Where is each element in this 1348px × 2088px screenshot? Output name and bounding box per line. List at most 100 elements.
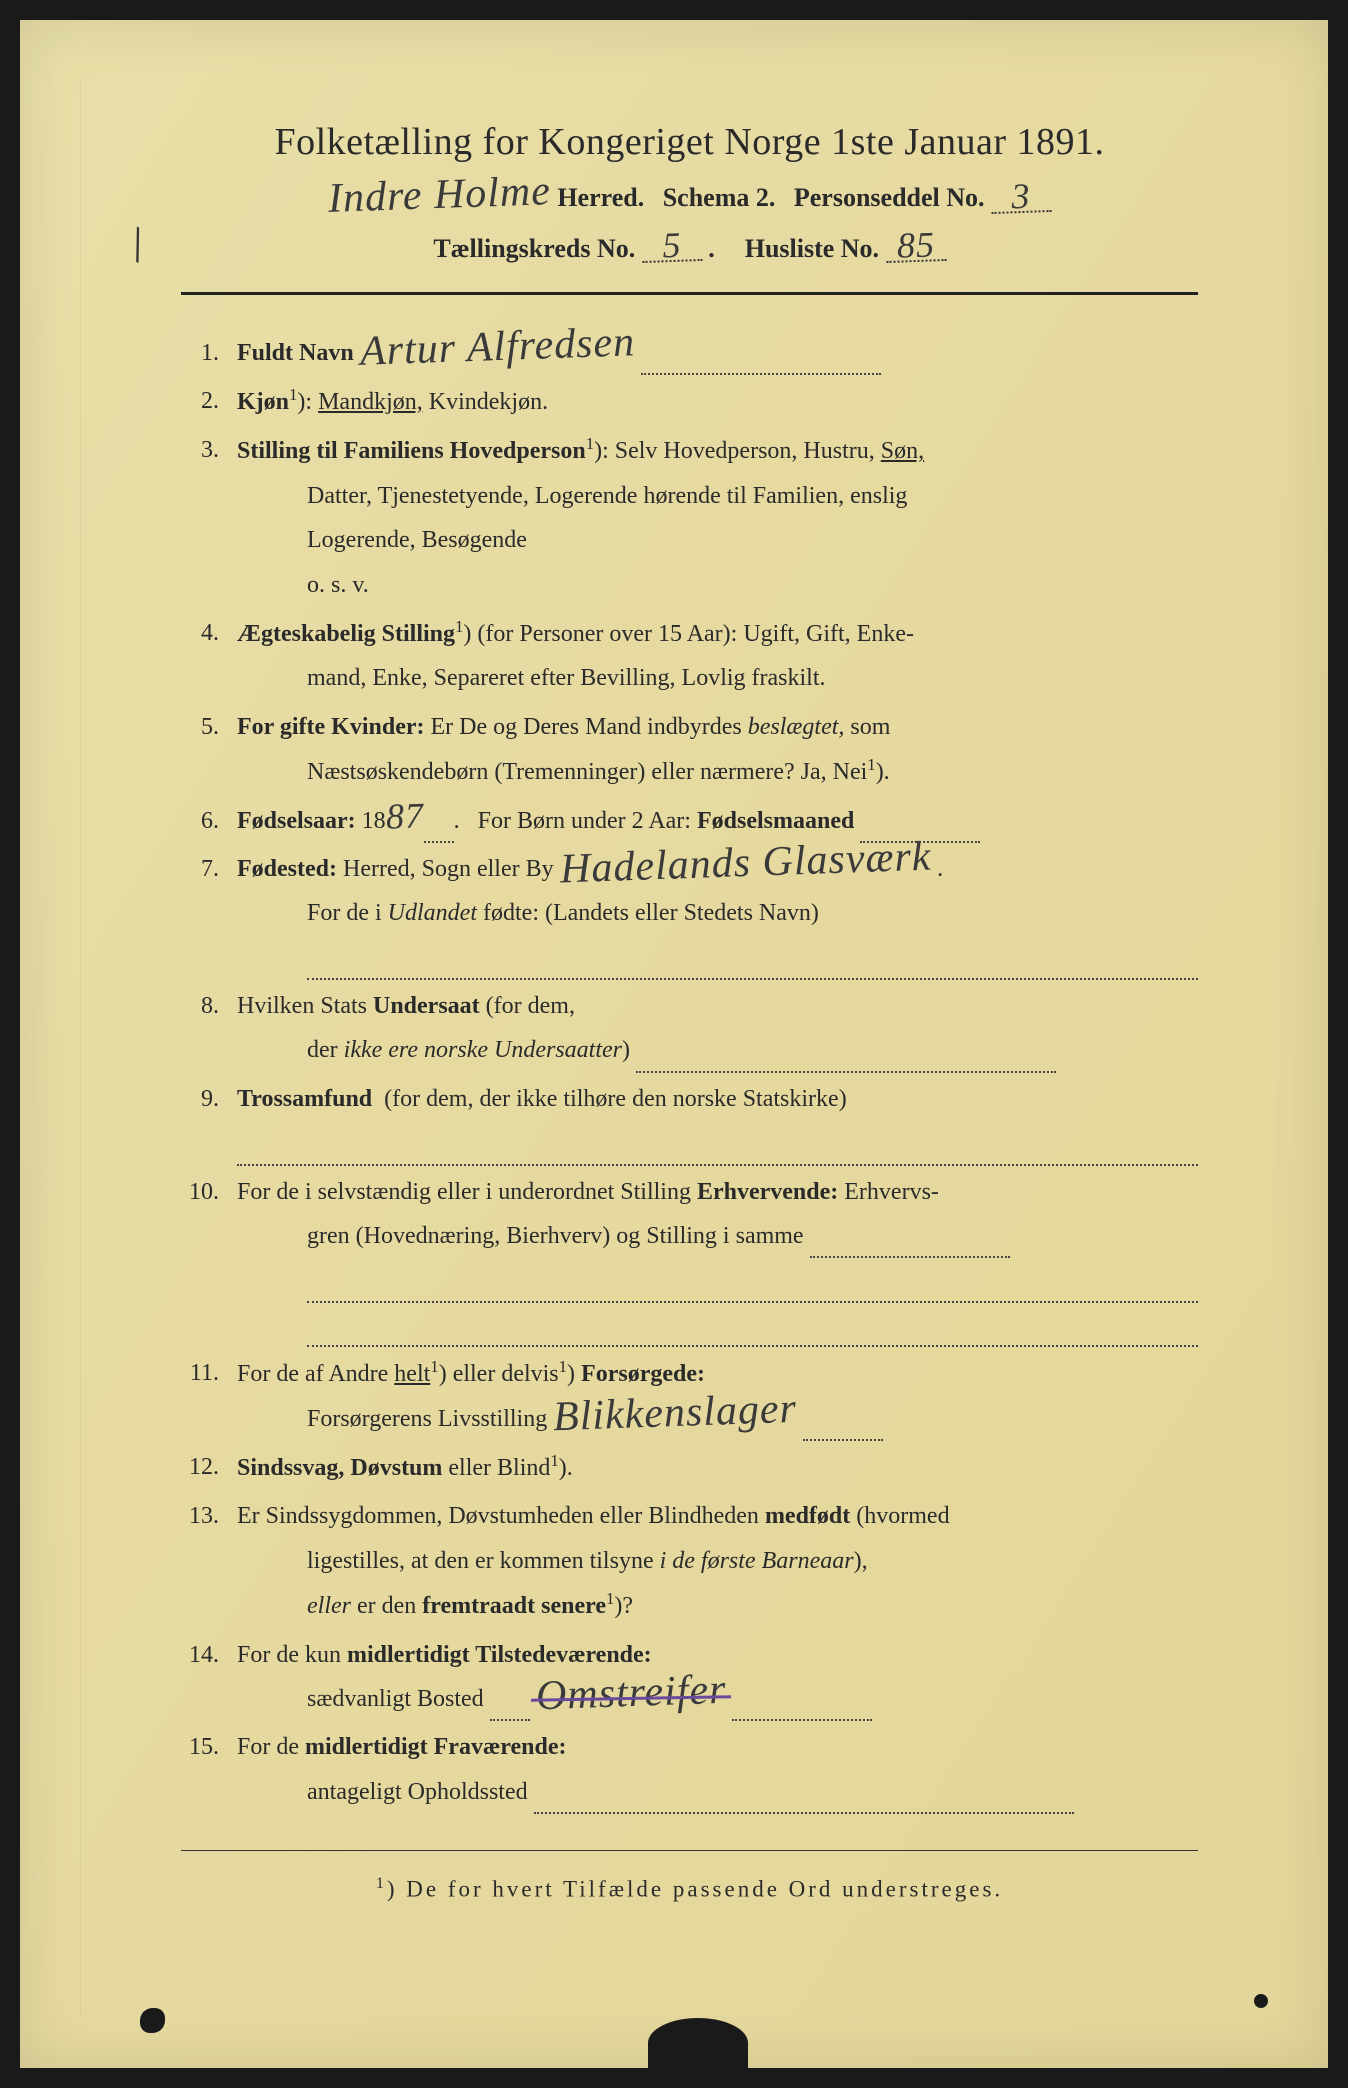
- year-hw: 87: [385, 801, 424, 831]
- item-2: 2. Kjøn1): Mandkjøn, Kvindekjøn.: [181, 379, 1198, 424]
- cont-13d: er den: [357, 1593, 416, 1619]
- label-tilstedevaerende: midlertidigt Tilstedeværende:: [347, 1642, 652, 1668]
- herred-label: Herred.: [557, 183, 644, 213]
- cont-13e: fremtraadt senere: [422, 1593, 606, 1619]
- text-7: Herred, Sogn eller By: [343, 856, 554, 882]
- dotted-fill: [803, 1439, 883, 1441]
- label-aegteskab: Ægteskabelig Stilling: [237, 621, 455, 647]
- ink-blot-left: [140, 2008, 165, 2033]
- dotted-fill: [641, 373, 881, 375]
- schema-label: Schema 2.: [663, 183, 776, 213]
- text-13a: Er Sindssygdommen, Døvstumheden eller Bl…: [237, 1503, 759, 1529]
- value-bosted: Omstreifer: [535, 1674, 726, 1714]
- opt-mandkjon: Mandkjøn,: [318, 389, 423, 415]
- cont-7c: fødte: (Landets eller Stedets Navn): [483, 900, 819, 926]
- cont-13a: ligestilles, at den er kommen tilsyne: [307, 1548, 654, 1574]
- label-medfodt: medfødt: [765, 1503, 850, 1529]
- label-fuldt-navn: Fuldt Navn: [237, 340, 354, 366]
- cont-7a: For de i: [307, 900, 382, 926]
- struck-value: Omstreifer: [536, 1677, 726, 1721]
- label-gifte: For gifte Kvinder:: [237, 714, 425, 740]
- dotted-fill: [307, 1345, 1198, 1347]
- num-10: 10.: [181, 1170, 237, 1348]
- cont-7b: Udlandet: [388, 900, 477, 926]
- num-8: 8.: [181, 984, 237, 1073]
- slash-mark: \: [122, 214, 155, 273]
- dotted-fill: [424, 841, 454, 843]
- label-kjon: Kjøn: [237, 389, 289, 415]
- num-7: 7.: [181, 847, 237, 980]
- cont-13c: eller: [307, 1593, 351, 1619]
- item-12: 12. Sindssvag, Døvstum eller Blind1).: [181, 1445, 1198, 1490]
- text-9: (for dem, der ikke tilhøre den norske St…: [384, 1086, 847, 1112]
- census-form-page: Folketælling for Kongeriget Norge 1ste J…: [20, 20, 1328, 2068]
- header-row-1: \ Indre Holme Herred. Schema 2. Personse…: [181, 179, 1198, 213]
- dotted-fill: [307, 978, 1198, 980]
- form-header: Folketælling for Kongeriget Norge 1ste J…: [181, 120, 1198, 264]
- cont-3a: Datter, Tjenestetyende, Logerende hørend…: [237, 474, 1198, 518]
- dotted-fill: [237, 1164, 1198, 1166]
- dotted-fill: [732, 1719, 872, 1721]
- dotted-fill: [534, 1812, 1074, 1814]
- cont-13b: i de første Barneaar: [660, 1548, 854, 1574]
- form-content: Folketælling for Kongeriget Norge 1ste J…: [80, 80, 1278, 2018]
- dotted-fill: [636, 1071, 1056, 1073]
- text-5b: beslægtet,: [748, 714, 845, 740]
- label-maaned: Fødselsmaaned: [697, 808, 854, 834]
- item-9: 9. Trossamfund (for dem, der ikke tilhør…: [181, 1077, 1198, 1166]
- header-row-2: Tællingskreds No. 5 . Husliste No. 85: [181, 231, 1198, 264]
- divider-bottom: [181, 1850, 1198, 1851]
- cont-3b: Logerende, Besøgende: [237, 518, 1198, 562]
- value-name: Artur Alfredsen: [359, 326, 635, 369]
- text-4: (for Personer over 15 Aar): Ugift, Gift,…: [477, 621, 914, 647]
- label-fodselsaar: Fødselsaar:: [237, 808, 356, 834]
- personseddel-no: 3: [990, 181, 1051, 214]
- text-5c: som: [850, 714, 890, 740]
- item-11: 11. For de af Andre helt1) eller delvis1…: [181, 1351, 1198, 1441]
- label-erhvervende: Erhvervende:: [697, 1179, 838, 1205]
- text-8a: Hvilken Stats: [237, 993, 367, 1019]
- item-14: 14. For de kun midlertidigt Tilstedevære…: [181, 1633, 1198, 1722]
- label-fravaerende: midlertidigt Fraværende:: [305, 1734, 567, 1760]
- text-5a: Er De og Deres Mand indbyrdes: [431, 714, 742, 740]
- personseddel-label: Personseddel No.: [794, 183, 985, 213]
- kreds-no: 5: [641, 230, 702, 263]
- text-14: For de kun: [237, 1642, 341, 1668]
- text-11a: For de af Andre: [237, 1361, 388, 1387]
- husliste-no: 85: [885, 230, 946, 263]
- dotted-fill: [490, 1719, 530, 1721]
- label-forsorgede: Forsørgede:: [581, 1361, 705, 1387]
- num-1: 1.: [181, 331, 237, 375]
- text-15: For de: [237, 1734, 299, 1760]
- item-8: 8. Hvilken Stats Undersaat (for dem, der…: [181, 984, 1198, 1073]
- num-9: 9.: [181, 1077, 237, 1166]
- cont-10: gren (Hovednæring, Bierhverv) og Stillin…: [307, 1223, 804, 1249]
- form-items: 1. Fuldt Navn Artur Alfredsen 2. Kjøn1):…: [181, 331, 1198, 1815]
- item-13: 13. Er Sindssygdommen, Døvstumheden elle…: [181, 1494, 1198, 1628]
- opt-son: Søn,: [881, 438, 924, 464]
- divider-top: [181, 292, 1198, 295]
- label-fodested: Fødested:: [237, 856, 337, 882]
- item-6: 6. Fødselsaar: 1887. For Børn under 2 Aa…: [181, 799, 1198, 843]
- text-12: eller Blind: [448, 1455, 550, 1481]
- num-5: 5.: [181, 705, 237, 795]
- footnote: 1) De for hvert Tilfælde passende Ord un…: [181, 1875, 1198, 1903]
- husliste-label: Husliste No.: [745, 234, 879, 263]
- value-fodested: Hadelands Glasværk: [559, 840, 931, 887]
- kreds-label: Tællingskreds No.: [433, 234, 635, 263]
- form-title: Folketælling for Kongeriget Norge 1ste J…: [181, 120, 1198, 164]
- item-7: 7. Fødested: Herred, Sogn eller By Hadel…: [181, 847, 1198, 980]
- num-4: 4.: [181, 611, 237, 701]
- cont-5: Næstsøskendebørn (Tremenninger) eller næ…: [307, 759, 867, 785]
- text-10a: For de i selvstændig eller i underordnet…: [237, 1179, 691, 1205]
- text-10b: Erhvervs-: [844, 1179, 939, 1205]
- item-5: 5. For gifte Kvinder: Er De og Deres Man…: [181, 705, 1198, 795]
- item-15: 15. For de midlertidigt Fraværende: anta…: [181, 1725, 1198, 1814]
- page-tear: [648, 2018, 748, 2068]
- num-12: 12.: [181, 1445, 237, 1490]
- item-4: 4. Ægteskabelig Stilling1) (for Personer…: [181, 611, 1198, 701]
- num-6: 6.: [181, 799, 237, 843]
- cont-14: sædvanligt Bosted: [307, 1686, 484, 1712]
- herred-handwritten: Indre Holme: [328, 175, 552, 216]
- item-1: 1. Fuldt Navn Artur Alfredsen: [181, 331, 1198, 375]
